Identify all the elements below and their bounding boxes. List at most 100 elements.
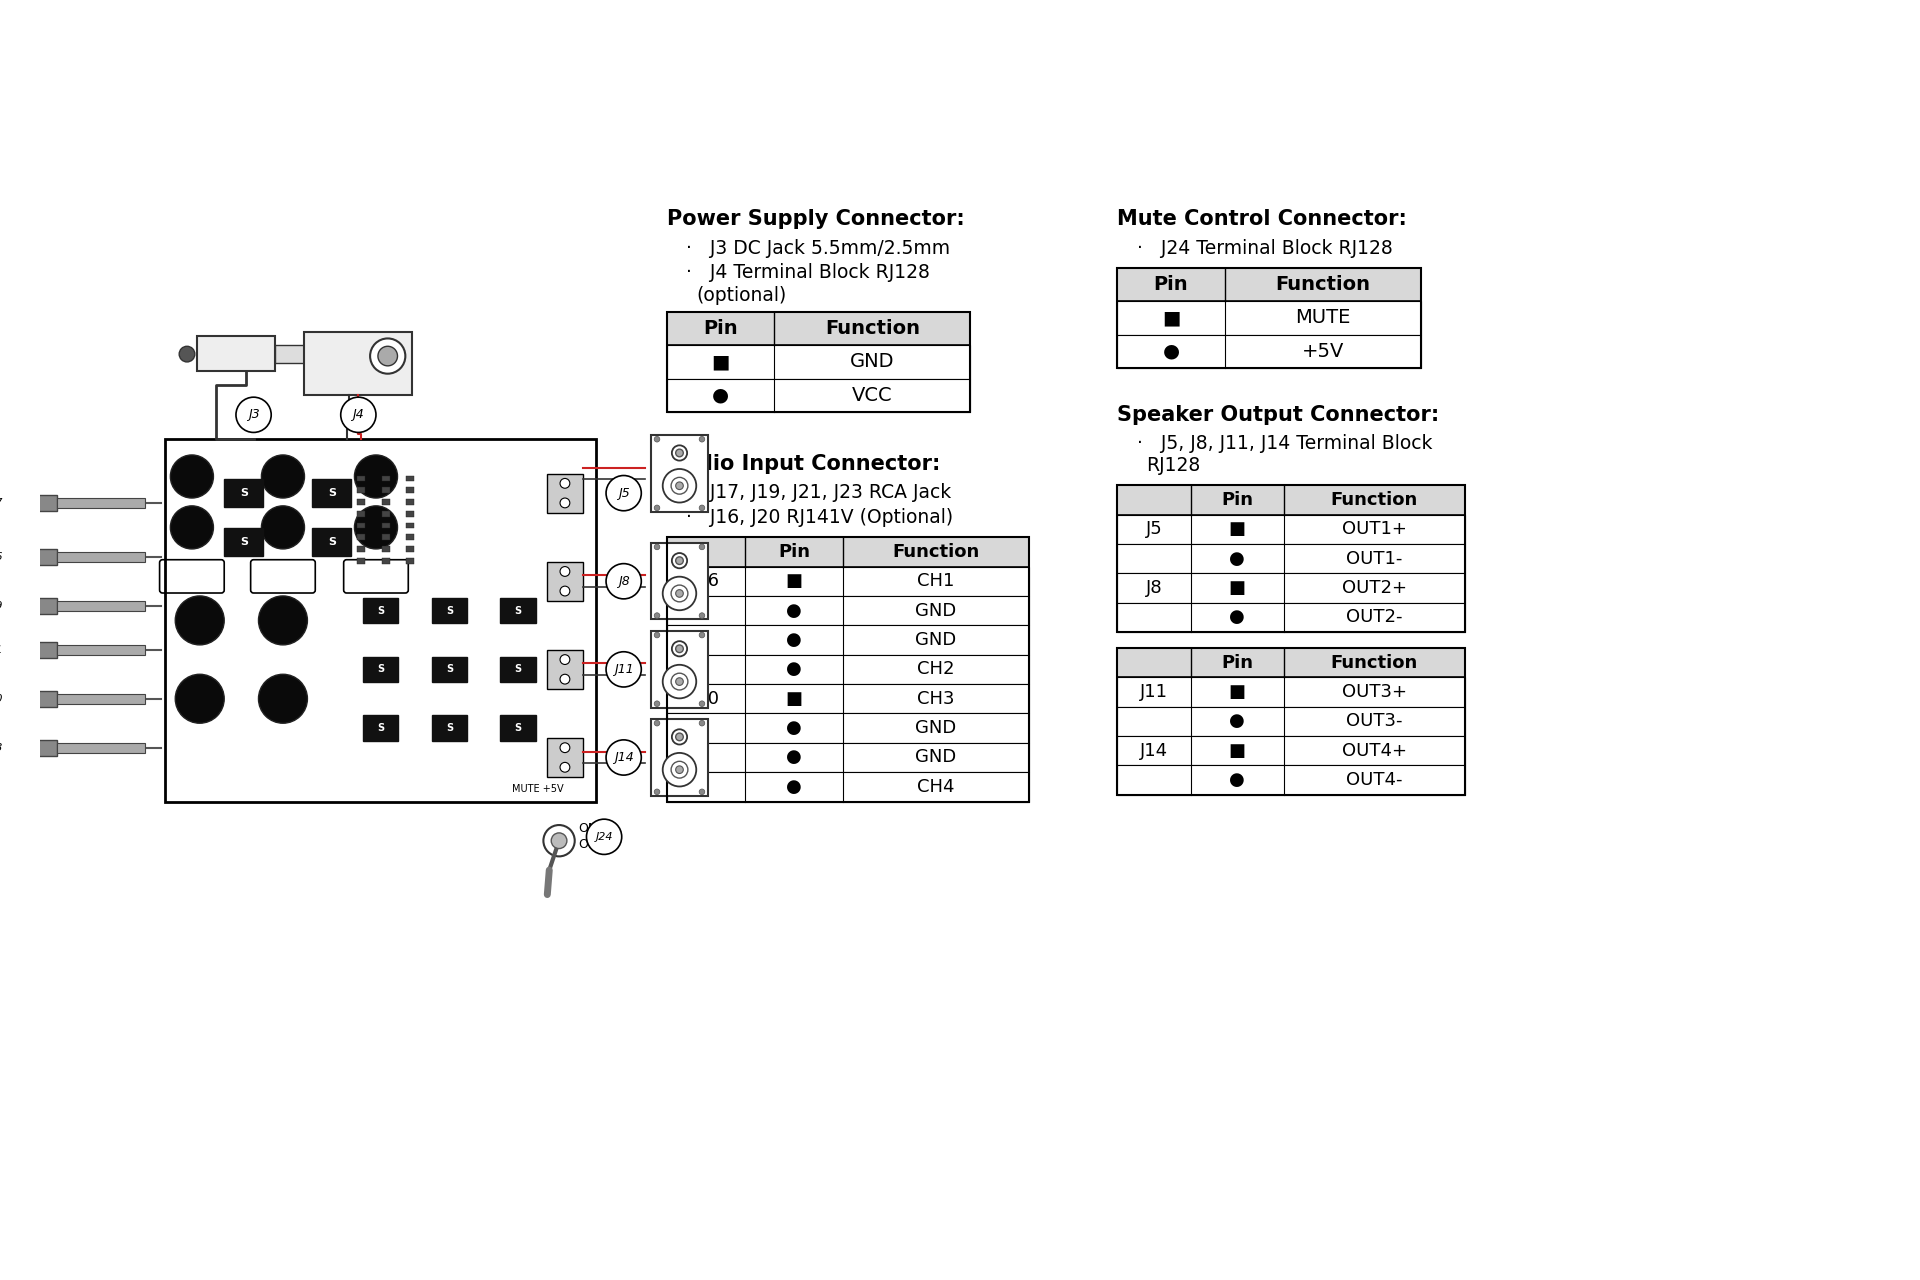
Bar — [501, 657, 536, 682]
Bar — [666, 346, 970, 379]
Bar — [382, 558, 390, 563]
Text: S: S — [240, 488, 248, 498]
Text: ·   J24 Terminal Block RJ128: · J24 Terminal Block RJ128 — [1137, 238, 1392, 257]
Bar — [547, 737, 582, 777]
Circle shape — [561, 763, 570, 772]
Circle shape — [655, 788, 660, 795]
Circle shape — [699, 632, 705, 637]
Text: CH2: CH2 — [918, 660, 954, 678]
Text: ·   J17, J19, J21, J23 RCA Jack: · J17, J19, J21, J23 RCA Jack — [685, 484, 952, 502]
Circle shape — [662, 664, 697, 699]
Text: GND: GND — [916, 749, 956, 767]
Text: S: S — [328, 538, 336, 547]
Circle shape — [672, 445, 687, 461]
Text: Mute Control Connector:: Mute Control Connector: — [1117, 209, 1407, 229]
Bar — [547, 650, 582, 689]
Text: ●: ● — [785, 719, 803, 737]
Bar — [275, 346, 305, 364]
Circle shape — [699, 701, 705, 707]
Circle shape — [676, 678, 684, 685]
Circle shape — [0, 681, 12, 717]
Text: OUT1-: OUT1- — [1346, 549, 1402, 568]
Text: GND: GND — [916, 631, 956, 649]
Circle shape — [259, 675, 307, 723]
Bar — [357, 522, 365, 529]
Text: J11: J11 — [1140, 684, 1167, 701]
Circle shape — [655, 701, 660, 707]
Circle shape — [259, 596, 307, 645]
Bar — [33, 598, 58, 613]
Circle shape — [672, 673, 687, 690]
Bar — [33, 549, 58, 564]
Bar — [407, 522, 415, 529]
Circle shape — [699, 506, 705, 511]
Bar — [58, 742, 144, 753]
Bar — [58, 600, 144, 611]
Circle shape — [0, 485, 12, 521]
Text: OUT3+: OUT3+ — [1342, 684, 1407, 701]
Circle shape — [171, 454, 213, 498]
Text: OUT3-: OUT3- — [1346, 712, 1402, 731]
Text: S: S — [378, 664, 384, 675]
Text: Function: Function — [826, 319, 920, 338]
Circle shape — [340, 397, 376, 433]
Text: ■: ■ — [1229, 579, 1246, 596]
Bar — [407, 511, 415, 517]
Text: CH1: CH1 — [918, 572, 954, 590]
Text: J14: J14 — [614, 751, 634, 764]
Circle shape — [561, 567, 570, 576]
Text: ●: ● — [1229, 771, 1244, 788]
Bar — [357, 547, 365, 552]
Circle shape — [676, 590, 684, 598]
Bar — [305, 332, 413, 396]
Text: J23: J23 — [0, 742, 2, 753]
Circle shape — [676, 645, 684, 653]
Bar — [407, 534, 415, 540]
Bar — [666, 684, 1029, 713]
Text: ON: ON — [578, 823, 597, 836]
Text: GND: GND — [851, 352, 895, 371]
Bar — [382, 488, 390, 493]
Circle shape — [672, 730, 687, 745]
Bar — [666, 654, 1029, 684]
Circle shape — [171, 506, 213, 549]
Circle shape — [607, 740, 641, 776]
Circle shape — [0, 632, 12, 667]
Bar — [33, 740, 58, 755]
Bar — [382, 475, 390, 481]
Bar — [407, 475, 415, 481]
Bar — [666, 379, 970, 412]
Circle shape — [0, 730, 12, 765]
Bar — [501, 716, 536, 741]
Text: S: S — [445, 664, 453, 675]
Circle shape — [261, 506, 305, 549]
Text: J16: J16 — [0, 552, 2, 562]
Bar — [1117, 544, 1465, 573]
Circle shape — [662, 577, 697, 611]
Text: ·   J5, J8, J11, J14 Terminal Block: · J5, J8, J11, J14 Terminal Block — [1137, 434, 1432, 453]
Bar — [357, 558, 365, 563]
Bar — [1117, 301, 1421, 334]
Bar — [432, 598, 467, 623]
Bar — [1117, 268, 1421, 301]
Circle shape — [672, 641, 687, 657]
Text: J19: J19 — [0, 600, 2, 611]
Text: S: S — [515, 723, 522, 733]
Circle shape — [676, 483, 684, 489]
Text: Function: Function — [1275, 275, 1371, 294]
Circle shape — [676, 557, 684, 564]
Bar — [1117, 515, 1465, 544]
Circle shape — [676, 765, 684, 773]
Bar — [357, 488, 365, 493]
Bar — [313, 529, 351, 556]
Circle shape — [561, 654, 570, 664]
Circle shape — [655, 613, 660, 618]
Bar — [33, 643, 58, 658]
Bar — [651, 631, 708, 708]
Text: ■: ■ — [1229, 684, 1246, 701]
Bar — [33, 691, 58, 707]
Bar — [58, 694, 144, 704]
Circle shape — [355, 454, 397, 498]
Text: ·   J4 Terminal Block RJ128: · J4 Terminal Block RJ128 — [685, 264, 929, 282]
Circle shape — [699, 544, 705, 549]
